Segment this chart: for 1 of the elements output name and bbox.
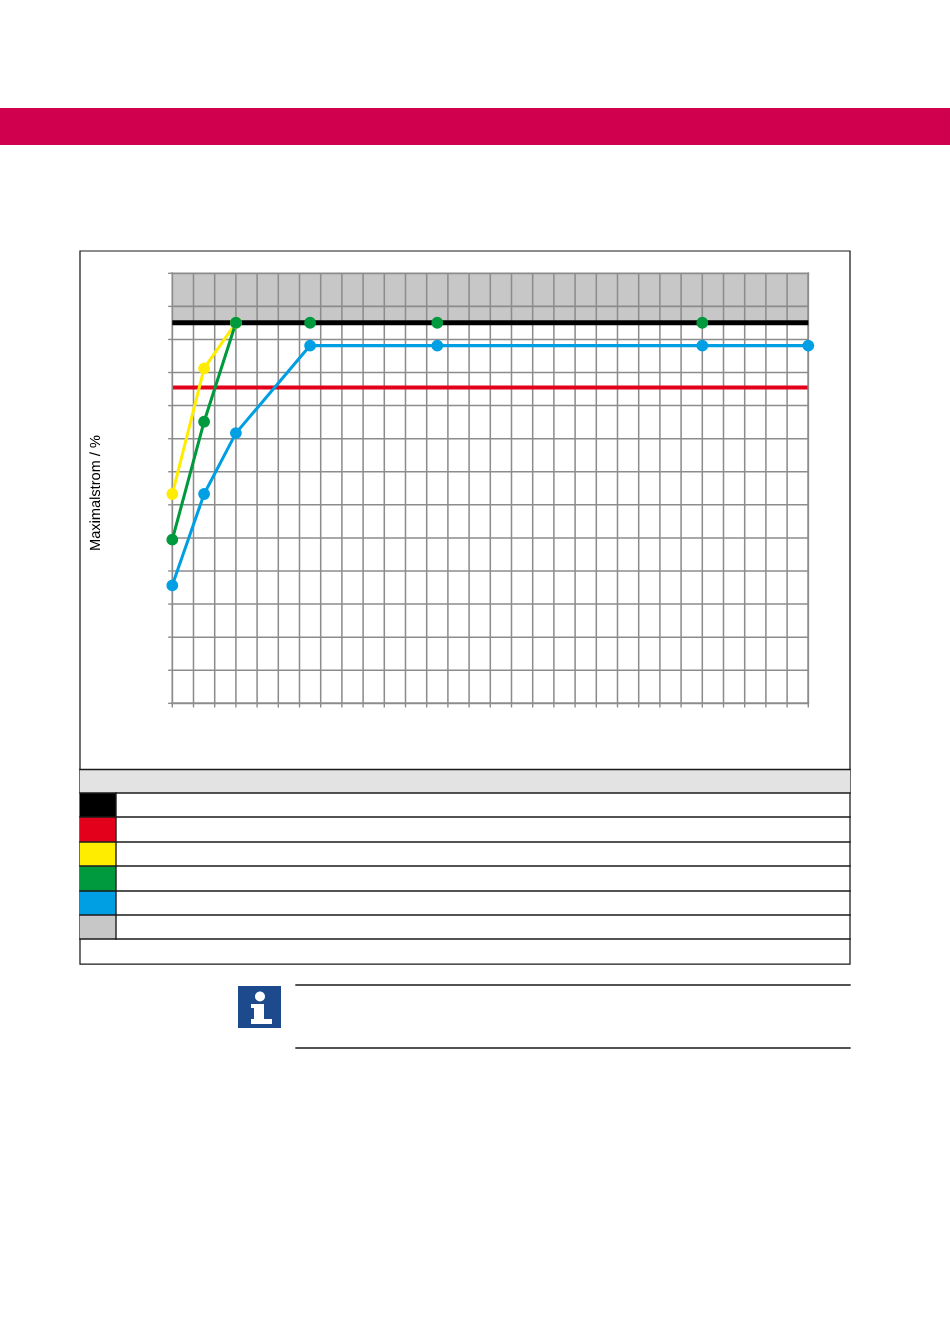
y-axis-title: Maximalstrom / % — [89, 435, 101, 550]
